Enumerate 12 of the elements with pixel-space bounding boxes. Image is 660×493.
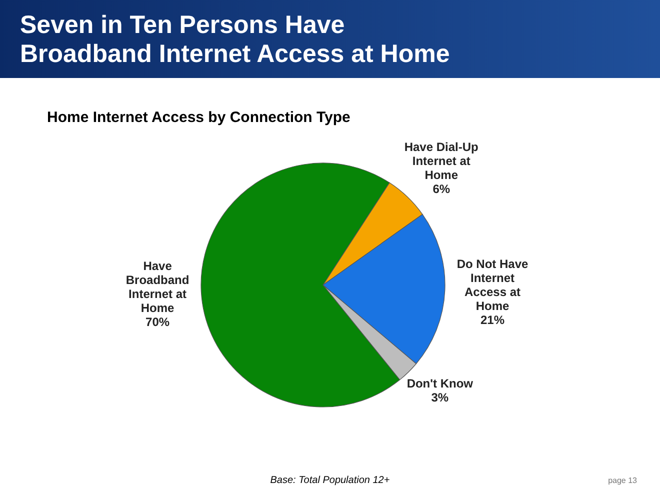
data-label: 6% — [432, 182, 450, 196]
data-label: 70% — [146, 314, 170, 329]
chart-title: Seven in Ten Persons Have Broadband Internet Access at Home — [20, 11, 450, 68]
data-label: 21% — [480, 313, 505, 328]
slice-label: Have Broadband Internet at Home — [126, 258, 190, 315]
slice-label: Have Dial-Up Internet at Home — [404, 140, 478, 182]
data-label: 3% — [431, 390, 449, 405]
text: Base: Total Population 12+ — [270, 475, 390, 486]
text: page 13 — [608, 476, 638, 485]
slice-label: Don't Know — [406, 376, 474, 391]
chart-subtitle: Home Internet Access by Connection Type — [47, 109, 350, 126]
slice-label: Do Not Have Internet Access at Home — [456, 257, 529, 314]
